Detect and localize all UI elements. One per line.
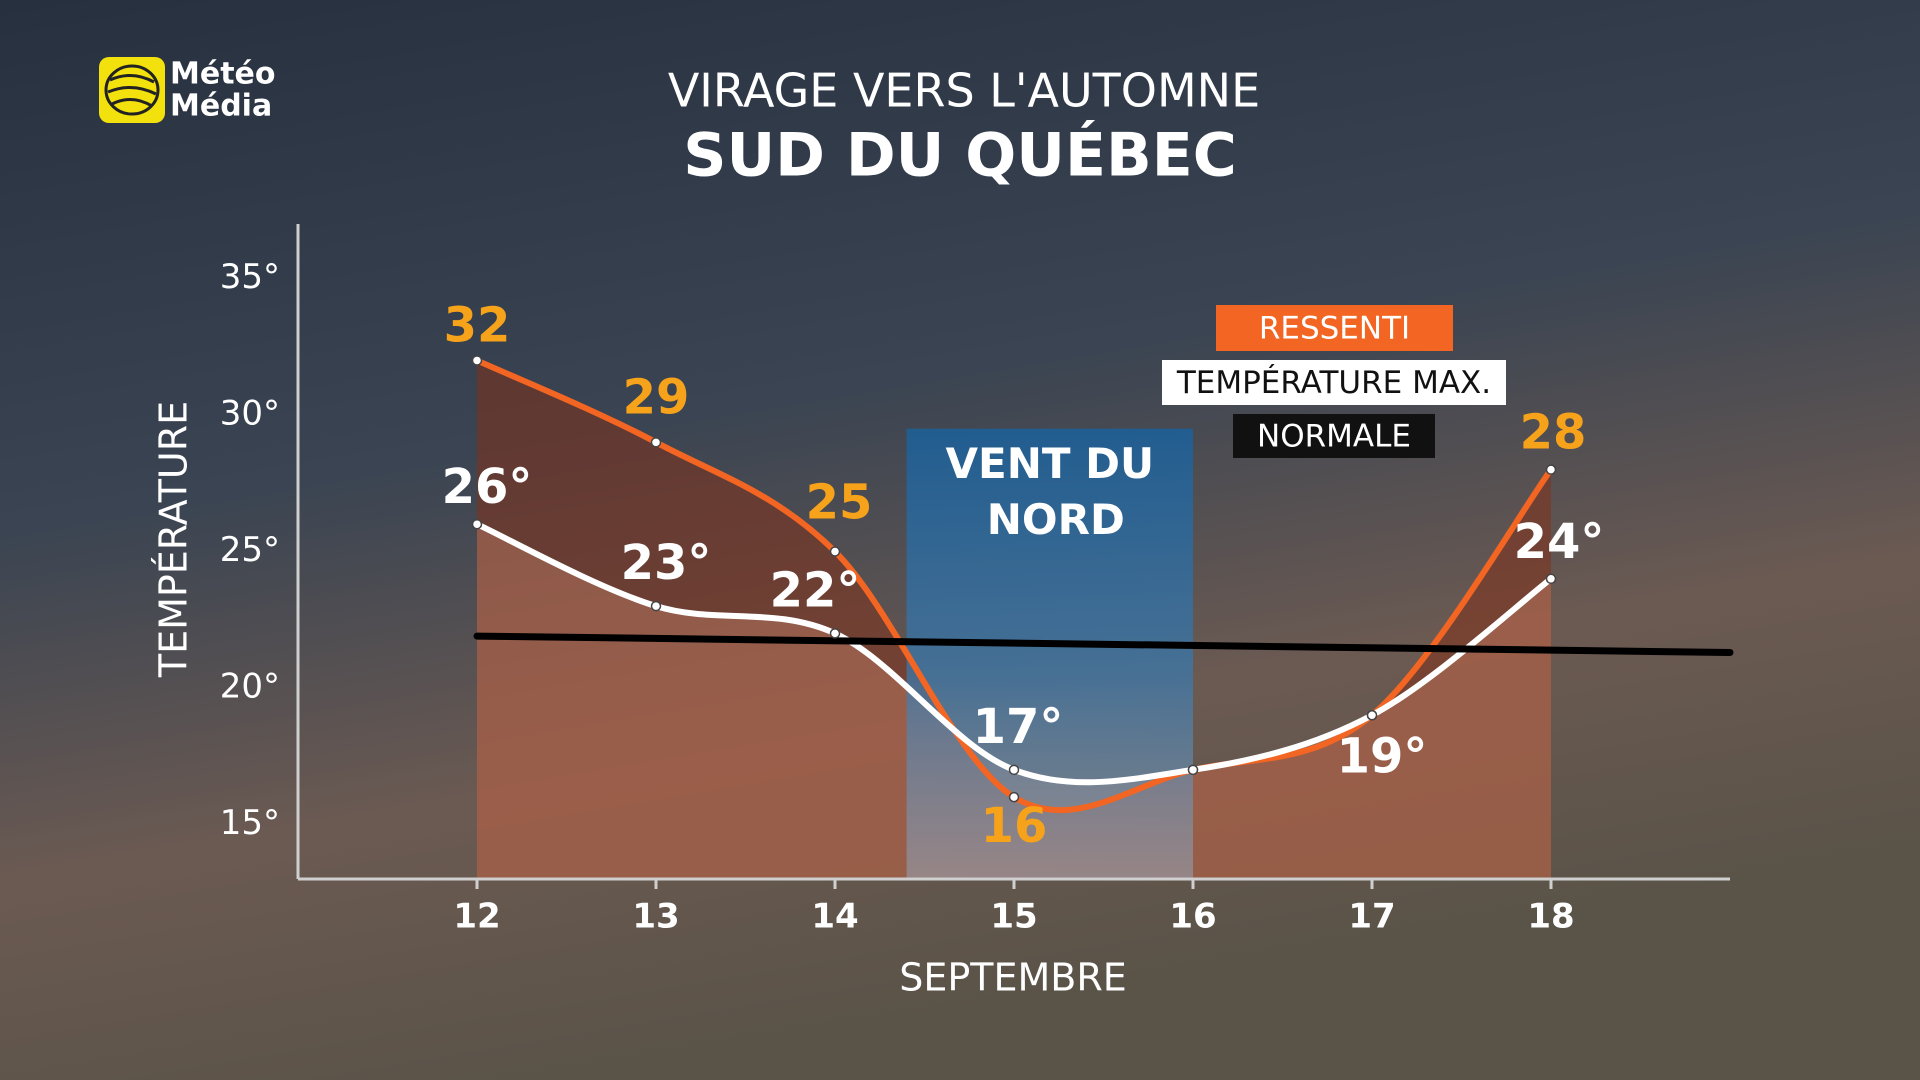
x-tick-label: 13 [632,897,679,937]
logo-icon [99,57,165,123]
data-point [1545,573,1557,585]
x-tick-label: 12 [453,897,500,937]
data-label: 26° [442,459,533,515]
chart-subtitle: SUD DU QUÉBEC [683,119,1237,191]
y-axis-label: TEMPÉRATURE [152,401,196,678]
y-tick-label: 30° [220,394,280,434]
logo: Météo Média [99,57,276,124]
data-point [650,437,662,448]
data-point [1008,764,1020,776]
y-tick-label: 20° [220,666,280,706]
data-point [1008,791,1020,803]
series-line [473,632,1734,656]
data-label: 28 [1520,405,1587,461]
logo-lines [107,74,157,108]
x-tick-label: 16 [1169,897,1216,937]
annotation-text: NORD [987,495,1125,544]
data-point [650,600,662,612]
legend-entry: TEMPÉRATURE MAX. [1176,365,1491,401]
data-point [1187,764,1199,776]
data-label: 24° [1514,514,1605,570]
data-label: 17° [973,699,1064,755]
data-label: 25 [806,475,873,531]
data-point [1366,710,1378,721]
data-point [829,628,841,639]
y-tick-label: 35° [220,257,280,297]
data-label: 32 [444,297,511,353]
legend-entry: NORMALE [1257,419,1411,455]
data-point [1545,464,1557,475]
area [477,524,1551,879]
data-label: 29 [623,369,690,425]
x-tick-label: 15 [990,897,1037,937]
x-tick-label: 14 [811,897,858,937]
data-label: 16 [981,798,1048,854]
data-point [471,518,483,530]
x-tick-label: 18 [1527,897,1574,937]
data-point [471,355,483,366]
legend-entry: RESSENTI [1259,311,1410,347]
legend-box [1162,360,1506,405]
data-point [829,546,841,557]
x-tick-label: 17 [1348,897,1395,937]
annotation-box [906,428,1193,879]
legend-box [1216,305,1453,351]
chart-title: VIRAGE VERS L'AUTOMNE [668,64,1260,118]
y-tick-label: 25° [220,530,280,570]
logo-globe [104,64,160,116]
data-label: 23° [621,535,712,591]
data-label: 19° [1337,728,1428,784]
annotation-text: VENT DU [946,439,1155,488]
legend-box [1233,414,1435,458]
data-label: 22° [770,562,861,618]
x-axis-label: SEPTEMBRE [899,956,1127,1000]
logo-text: Météo [170,57,276,92]
y-tick-label: 15° [220,803,280,843]
logo-text: Média [170,89,272,124]
